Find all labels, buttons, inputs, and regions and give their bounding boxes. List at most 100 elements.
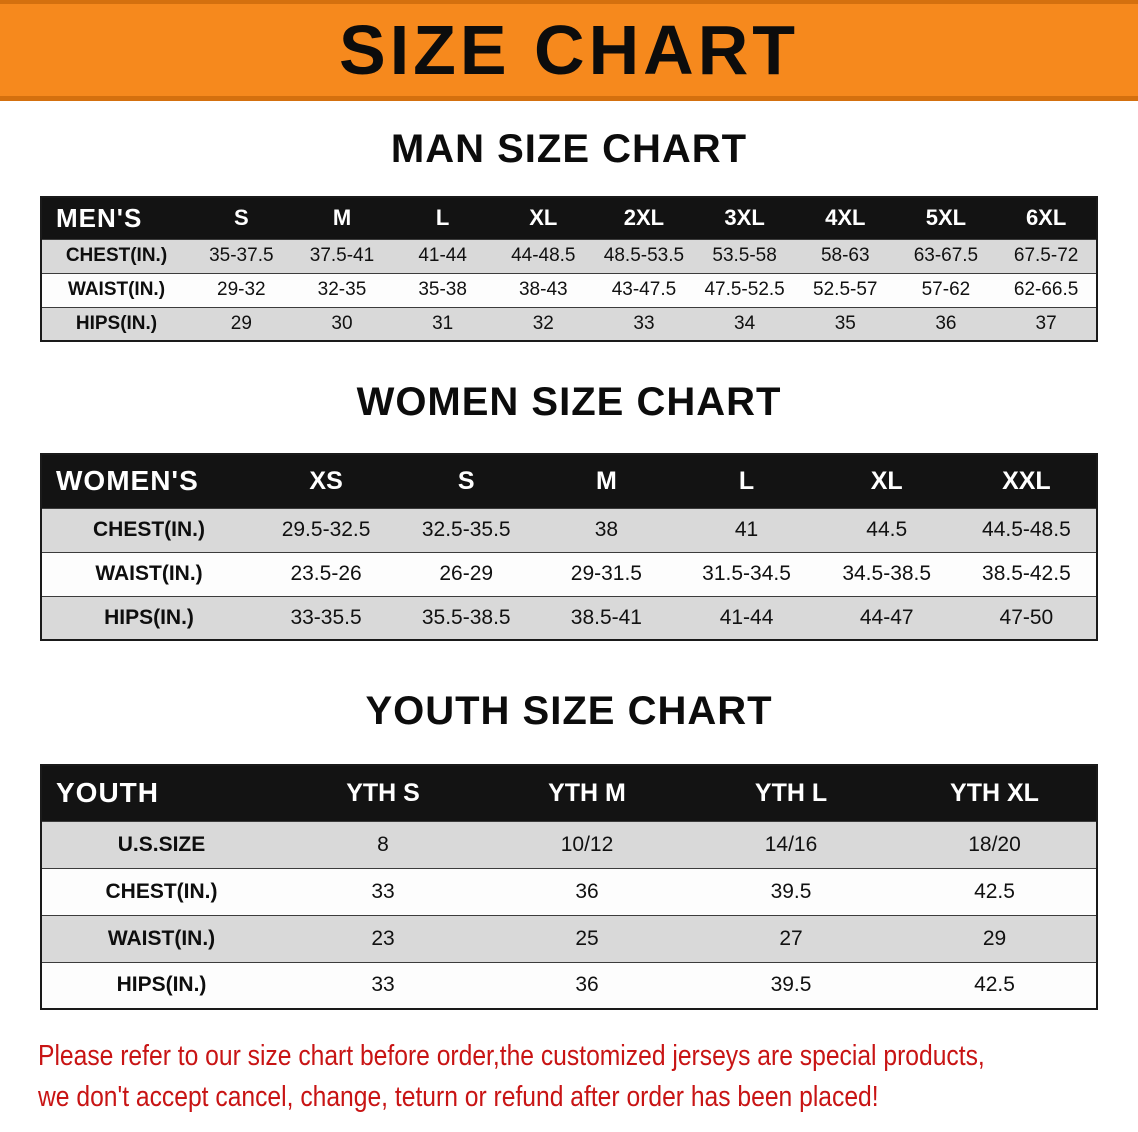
row-label: CHEST(IN.) bbox=[41, 238, 191, 273]
size-column-header: L bbox=[738, 466, 755, 495]
size-value-cell: 32-35 bbox=[291, 272, 393, 307]
size-value-cell: 44.5 bbox=[816, 507, 957, 552]
size-value-cell: 63-67.5 bbox=[895, 238, 997, 273]
women-size-section: WOMEN SIZE CHART WOMEN'S XS S M L XL XXL CHEST(… bbox=[0, 380, 1138, 641]
size-value-cell: 52.5-57 bbox=[794, 272, 896, 307]
size-value-cell: 34 bbox=[694, 306, 795, 341]
size-value-cell: 35.5-38.5 bbox=[396, 595, 537, 640]
size-column-header: YTH L bbox=[754, 778, 828, 807]
size-column-header: XL bbox=[529, 205, 558, 231]
size-value-cell: 38.5-41 bbox=[536, 595, 677, 640]
row-label: HIPS(IN.) bbox=[41, 961, 281, 1009]
size-column-header: XS bbox=[309, 466, 343, 495]
size-column-header: 4XL bbox=[825, 205, 866, 231]
size-value-cell: 29.5-32.5 bbox=[256, 507, 397, 552]
size-value-cell: 36 bbox=[895, 306, 997, 341]
size-value-cell: 32 bbox=[492, 306, 594, 341]
size-column-header: M bbox=[332, 205, 352, 231]
size-column-header: YTH S bbox=[346, 778, 420, 807]
size-value-cell: 33 bbox=[593, 306, 695, 341]
size-column-header: XXL bbox=[1002, 466, 1051, 495]
table-row: U.S.SIZE 8 10/12 14/16 18/20 bbox=[41, 820, 1097, 868]
size-value-cell: 41-44 bbox=[676, 595, 817, 640]
size-value-cell: 27 bbox=[689, 914, 893, 962]
notice-line-2: we don't accept cancel, change, teturn o… bbox=[38, 1081, 879, 1113]
size-value-cell: 31.5-34.5 bbox=[676, 551, 817, 596]
size-value-cell: 33 bbox=[281, 961, 485, 1009]
row-label: CHEST(IN.) bbox=[41, 507, 256, 552]
table-row: HIPS(IN.) 33-35.5 35.5-38.5 38.5-41 41-44 44-… bbox=[41, 595, 1097, 640]
row-label: WAIST(IN.) bbox=[41, 551, 256, 596]
size-value-cell: 44-47 bbox=[816, 595, 957, 640]
size-value-cell: 29 bbox=[893, 914, 1097, 962]
size-column-header: S bbox=[233, 205, 249, 231]
size-column-header: XL bbox=[870, 466, 903, 495]
size-value-cell: 44-48.5 bbox=[492, 238, 594, 273]
size-header-row: YOUTH YTH S YTH M YTH L YTH XL bbox=[41, 765, 1097, 821]
youth-size-table: YOUTH YTH S YTH M YTH L YTH XL U.S.SIZE 8 10/12… bbox=[40, 764, 1098, 1010]
table-row: WAIST(IN.) 29-32 32-35 35-38 38-43 43-47.5 47.… bbox=[41, 272, 1097, 307]
table-row: HIPS(IN.) 29 30 31 32 33 34 35 36 37 bbox=[41, 306, 1097, 341]
size-value-cell: 41 bbox=[676, 507, 817, 552]
size-value-cell: 38 bbox=[536, 507, 677, 552]
table-corner-label: YOUTH bbox=[56, 777, 159, 809]
size-value-cell: 43-47.5 bbox=[593, 272, 695, 307]
size-value-cell: 36 bbox=[485, 867, 689, 915]
size-value-cell: 41-44 bbox=[392, 238, 493, 273]
size-value-cell: 34.5-38.5 bbox=[816, 551, 957, 596]
size-value-cell: 18/20 bbox=[893, 820, 1097, 868]
size-value-cell: 29-31.5 bbox=[536, 551, 677, 596]
size-value-cell: 37 bbox=[996, 306, 1097, 341]
size-value-cell: 42.5 bbox=[893, 961, 1097, 1009]
size-column-header: L bbox=[435, 205, 450, 231]
men-section-heading: MAN SIZE CHART bbox=[390, 127, 748, 171]
table-row: WAIST(IN.) 23 25 27 29 bbox=[41, 914, 1097, 962]
size-value-cell: 26-29 bbox=[396, 551, 537, 596]
women-section-heading: WOMEN SIZE CHART bbox=[356, 380, 782, 424]
size-value-cell: 36 bbox=[485, 961, 689, 1009]
size-column-header: YTH XL bbox=[950, 778, 1039, 807]
size-value-cell: 23 bbox=[281, 914, 485, 962]
size-column-header: M bbox=[595, 466, 617, 495]
table-row: CHEST(IN.) 29.5-32.5 32.5-35.5 38 41 44.5 44.5… bbox=[41, 507, 1097, 552]
row-label: HIPS(IN.) bbox=[41, 595, 256, 640]
youth-section-heading: YOUTH SIZE CHART bbox=[365, 689, 773, 733]
table-row: WAIST(IN.) 23.5-26 26-29 29-31.5 31.5-34.5 34… bbox=[41, 551, 1097, 596]
size-value-cell: 58-63 bbox=[794, 238, 896, 273]
size-column-header: 2XL bbox=[623, 205, 665, 231]
size-value-cell: 35 bbox=[794, 306, 896, 341]
size-value-cell: 47-50 bbox=[956, 595, 1097, 640]
size-value-cell: 37.5-41 bbox=[291, 238, 393, 273]
notice-line-1: Please refer to our size chart before or… bbox=[38, 1040, 985, 1072]
size-value-cell: 14/16 bbox=[689, 820, 893, 868]
row-label: CHEST(IN.) bbox=[41, 867, 281, 915]
size-value-cell: 44.5-48.5 bbox=[956, 507, 1097, 552]
table-corner-label: WOMEN'S bbox=[56, 465, 199, 497]
size-value-cell: 10/12 bbox=[485, 820, 689, 868]
size-value-cell: 29 bbox=[191, 306, 292, 341]
size-value-cell: 53.5-58 bbox=[694, 238, 795, 273]
size-value-cell: 57-62 bbox=[895, 272, 997, 307]
row-label: U.S.SIZE bbox=[41, 820, 281, 868]
table-row: HIPS(IN.) 33 36 39.5 42.5 bbox=[41, 961, 1097, 1009]
size-value-cell: 39.5 bbox=[689, 961, 893, 1009]
size-column-header: 5XL bbox=[925, 205, 967, 231]
size-value-cell: 39.5 bbox=[689, 867, 893, 915]
size-value-cell: 29-32 bbox=[191, 272, 292, 307]
men-size-table: MEN'S S M L XL 2XL 3XL 4XL 5XL 6XL CHEST(IN.) 35-37… bbox=[40, 196, 1098, 342]
size-column-header: 6XL bbox=[1025, 205, 1067, 231]
size-value-cell: 33 bbox=[281, 867, 485, 915]
size-value-cell: 8 bbox=[281, 820, 485, 868]
table-corner-label: MEN'S bbox=[56, 202, 143, 233]
size-value-cell: 67.5-72 bbox=[996, 238, 1097, 273]
size-value-cell: 30 bbox=[291, 306, 393, 341]
size-value-cell: 25 bbox=[485, 914, 689, 962]
size-value-cell: 35-37.5 bbox=[191, 238, 292, 273]
size-header-row: WOMEN'S XS S M L XL XXL bbox=[41, 454, 1097, 508]
row-label: WAIST(IN.) bbox=[41, 272, 191, 307]
size-value-cell: 33-35.5 bbox=[256, 595, 397, 640]
row-label: HIPS(IN.) bbox=[41, 306, 191, 341]
size-value-cell: 35-38 bbox=[392, 272, 493, 307]
size-value-cell: 32.5-35.5 bbox=[396, 507, 537, 552]
